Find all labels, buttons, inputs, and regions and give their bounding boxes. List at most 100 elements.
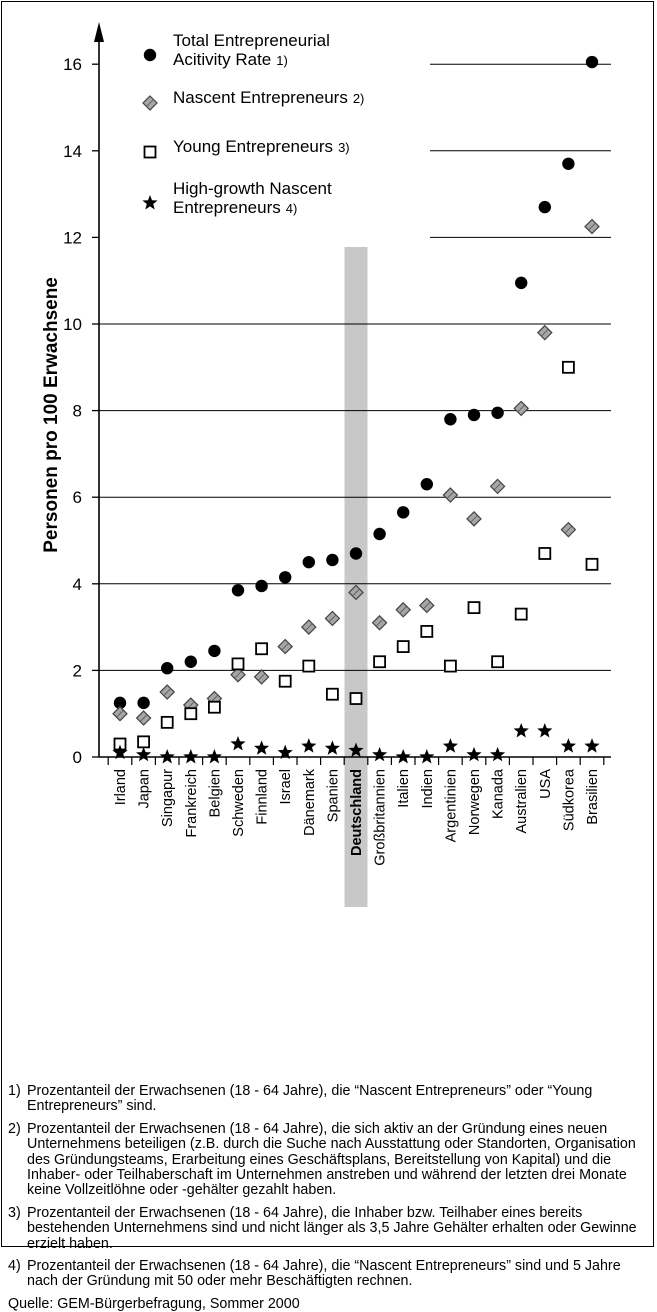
data-point <box>395 749 411 764</box>
star-marker <box>395 749 411 764</box>
star-marker <box>301 738 317 753</box>
data-point <box>418 597 435 614</box>
data-point <box>137 735 151 749</box>
x-tick-label: Deutschland <box>349 769 365 856</box>
x-tick-label: Australien <box>514 769 530 833</box>
data-point <box>491 406 504 419</box>
y-tick-label: 4 <box>73 575 82 594</box>
square-marker <box>160 715 174 729</box>
y-tick-label: 6 <box>73 488 82 507</box>
data-point <box>560 738 577 753</box>
square-marker <box>302 659 316 673</box>
hatch <box>564 525 573 534</box>
hatch <box>352 588 360 597</box>
data-point <box>419 749 435 764</box>
data-point <box>444 413 457 426</box>
x-tick-label: Frankreich <box>184 769 200 838</box>
legend-label: High-growth Nascent Entrepreneurs 4) <box>173 179 332 217</box>
footnotes: 1) Prozentanteil der Erwachsenen (18 - 6… <box>8 1083 648 1312</box>
data-point <box>373 527 386 541</box>
hatch <box>423 601 431 610</box>
square-marker <box>373 655 387 669</box>
y-axis-arrow <box>94 22 104 42</box>
data-point <box>183 749 199 764</box>
star-marker <box>112 744 128 760</box>
x-tick-label: Brasilien <box>585 769 601 825</box>
hatch <box>146 99 154 107</box>
data-point <box>184 655 197 668</box>
data-point <box>253 669 270 685</box>
square-marker <box>231 657 245 671</box>
square-marker <box>325 687 339 701</box>
y-tick-label: 12 <box>63 228 82 247</box>
data-point <box>515 276 528 290</box>
square-marker <box>349 692 363 705</box>
x-tick-label: Belgien <box>207 769 223 817</box>
footnote-number: 3) <box>8 1204 21 1221</box>
legend-marker <box>142 195 158 210</box>
circle-marker <box>467 408 481 422</box>
x-tick-label: Spanien <box>325 769 341 822</box>
circle-marker <box>326 553 339 567</box>
square-marker <box>184 707 198 721</box>
circle-marker <box>279 571 292 584</box>
data-point <box>207 700 221 714</box>
x-tick-label: Norwegen <box>467 769 483 835</box>
data-point <box>300 619 317 635</box>
hatch <box>375 618 384 627</box>
legend-marker <box>142 95 158 111</box>
data-point <box>538 547 552 560</box>
y-tick-label: 0 <box>73 748 82 767</box>
data-point <box>326 553 339 567</box>
data-point <box>324 740 341 755</box>
data-point <box>467 601 481 615</box>
data-point <box>538 200 551 214</box>
star-marker <box>513 723 529 738</box>
y-axis-label: Personen pro 100 Erwachsene <box>41 277 62 553</box>
footnote-text: Prozentanteil der Erwachsenen (18 - 64 J… <box>27 1083 593 1115</box>
square-marker <box>278 674 292 688</box>
circle-marker <box>143 48 157 62</box>
circle-marker <box>161 662 174 675</box>
star-marker <box>371 746 388 762</box>
star-marker <box>419 749 435 764</box>
data-point <box>160 715 174 729</box>
star-marker <box>183 749 199 764</box>
footnote-3: 3) Prozentanteil der Erwachsenen (18 - 6… <box>8 1204 648 1252</box>
data-point <box>371 746 388 762</box>
legend-label: Nascent Entrepreneurs 2) <box>173 88 364 107</box>
square-marker <box>443 659 457 673</box>
data-point <box>135 746 152 762</box>
footnote-text: Prozentanteil der Erwachsenen (18 - 64 J… <box>27 1120 636 1199</box>
circle-marker <box>538 200 551 214</box>
square-marker <box>491 655 505 669</box>
footnote-text: Prozentanteil der Erwachsenen (18 - 64 J… <box>27 1204 637 1252</box>
star-marker <box>159 749 175 764</box>
circle-marker <box>585 55 599 69</box>
footnote-text: Prozentanteil der Erwachsenen (18 - 64 J… <box>27 1258 621 1290</box>
circle-marker <box>208 644 221 658</box>
data-point <box>112 705 128 722</box>
data-point <box>467 408 481 422</box>
star-marker <box>135 746 152 762</box>
square-marker <box>255 642 269 656</box>
x-tick-label: Japan <box>137 769 153 809</box>
legend: Total Entrepreneurial Acitivity Rate 1) Nas… <box>142 31 364 217</box>
data-point <box>443 659 457 673</box>
legend-marker <box>143 48 157 62</box>
star-marker <box>584 738 600 753</box>
data-point <box>442 738 459 753</box>
circle-marker <box>184 655 197 668</box>
hatch <box>399 605 407 614</box>
square-marker <box>514 607 528 621</box>
hatch <box>139 714 148 722</box>
footnote-2: 2) Prozentanteil der Erwachsenen (18 - 6… <box>8 1120 648 1199</box>
data-point <box>466 746 482 762</box>
x-tick-label: Kanada <box>491 768 507 819</box>
data-point <box>253 740 270 755</box>
star-marker <box>142 195 158 210</box>
data-point <box>159 684 176 700</box>
y-tick-label: 10 <box>63 315 82 334</box>
data-point <box>348 584 364 601</box>
hatch <box>234 670 242 679</box>
